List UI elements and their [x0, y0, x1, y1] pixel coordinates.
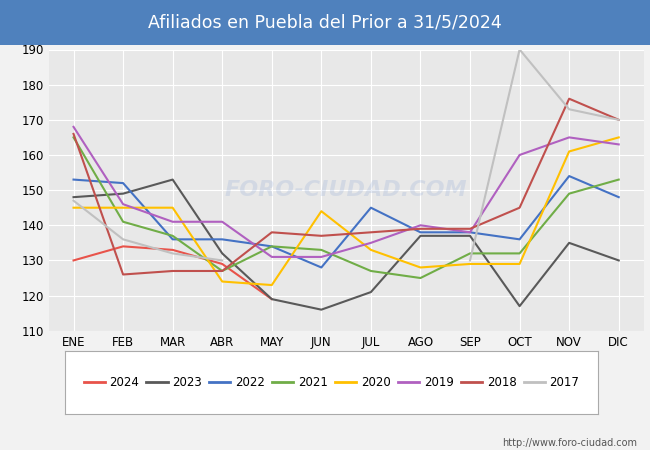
2022 [317, 265, 325, 270]
2021 [70, 135, 77, 140]
2018 [218, 268, 226, 274]
2021 [218, 268, 226, 274]
2021 [119, 219, 127, 225]
2019 [70, 124, 77, 130]
Line: 2020: 2020 [73, 137, 619, 285]
2020 [417, 265, 424, 270]
2021 [566, 191, 573, 196]
2018 [317, 233, 325, 238]
2021 [515, 251, 523, 256]
2019 [466, 230, 474, 235]
2023 [367, 289, 375, 295]
2024 [169, 247, 177, 252]
Line: 2021: 2021 [73, 137, 619, 278]
2020 [70, 205, 77, 211]
Line: 2024: 2024 [73, 247, 272, 299]
Line: 2022: 2022 [73, 176, 619, 267]
2019 [515, 152, 523, 158]
2018 [515, 205, 523, 211]
2024 [218, 261, 226, 267]
2022 [119, 180, 127, 186]
2023 [566, 240, 573, 246]
2022 [615, 194, 623, 200]
2019 [119, 202, 127, 207]
2019 [169, 219, 177, 225]
2021 [317, 247, 325, 252]
2021 [615, 177, 623, 182]
2023 [218, 251, 226, 256]
2022 [466, 230, 474, 235]
2021 [169, 233, 177, 238]
2022 [566, 173, 573, 179]
2024 [268, 297, 276, 302]
2022 [70, 177, 77, 182]
2020 [615, 135, 623, 140]
Text: FORO-CIUDAD.COM: FORO-CIUDAD.COM [225, 180, 467, 200]
2017 [119, 237, 127, 242]
Line: 2019: 2019 [73, 127, 619, 257]
2024 [119, 244, 127, 249]
2020 [317, 208, 325, 214]
2018 [466, 226, 474, 231]
2018 [70, 131, 77, 137]
2018 [367, 230, 375, 235]
2018 [566, 96, 573, 101]
Line: 2017: 2017 [73, 201, 222, 261]
2021 [417, 275, 424, 281]
2022 [515, 237, 523, 242]
2024 [70, 258, 77, 263]
2022 [218, 237, 226, 242]
2019 [268, 254, 276, 260]
2023 [417, 233, 424, 238]
2020 [268, 282, 276, 288]
2023 [169, 177, 177, 182]
2021 [268, 244, 276, 249]
2020 [367, 247, 375, 252]
2019 [317, 254, 325, 260]
2022 [417, 230, 424, 235]
2018 [417, 226, 424, 231]
2021 [466, 251, 474, 256]
2017 [70, 198, 77, 203]
Line: 2023: 2023 [73, 180, 619, 310]
2023 [268, 297, 276, 302]
2023 [317, 307, 325, 312]
2018 [615, 117, 623, 122]
2023 [466, 233, 474, 238]
2023 [70, 194, 77, 200]
2022 [367, 205, 375, 211]
2018 [119, 272, 127, 277]
2022 [268, 244, 276, 249]
2023 [119, 191, 127, 196]
2017 [169, 251, 177, 256]
Text: http://www.foro-ciudad.com: http://www.foro-ciudad.com [502, 438, 637, 448]
2021 [367, 268, 375, 274]
2020 [566, 149, 573, 154]
2020 [218, 279, 226, 284]
2020 [515, 261, 523, 267]
2017 [218, 258, 226, 263]
2023 [515, 303, 523, 309]
2022 [169, 237, 177, 242]
Text: Afiliados en Puebla del Prior a 31/5/2024: Afiliados en Puebla del Prior a 31/5/202… [148, 14, 502, 32]
2018 [268, 230, 276, 235]
2019 [566, 135, 573, 140]
2019 [417, 223, 424, 228]
2023 [615, 258, 623, 263]
2019 [615, 142, 623, 147]
2020 [169, 205, 177, 211]
2020 [466, 261, 474, 267]
Legend: 2024, 2023, 2022, 2021, 2020, 2019, 2018, 2017: 2024, 2023, 2022, 2021, 2020, 2019, 2018… [79, 371, 584, 394]
2020 [119, 205, 127, 211]
2019 [367, 240, 375, 246]
2018 [169, 268, 177, 274]
Line: 2018: 2018 [73, 99, 619, 274]
2019 [218, 219, 226, 225]
